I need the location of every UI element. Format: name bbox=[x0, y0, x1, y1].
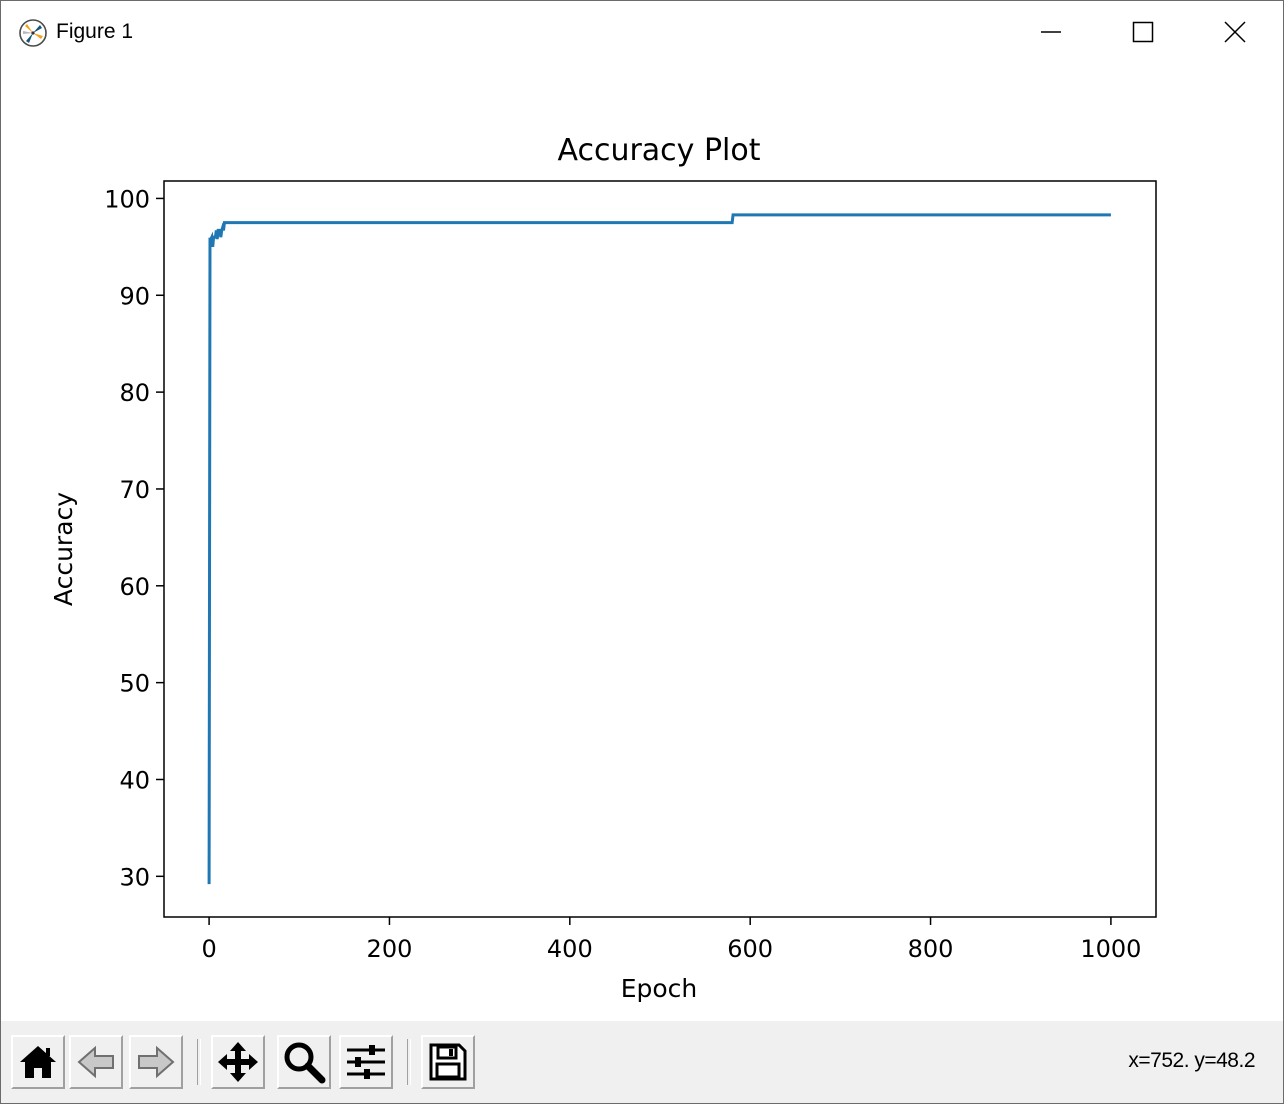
x-tick-label: 200 bbox=[367, 935, 413, 963]
magnifier-icon bbox=[284, 1042, 326, 1084]
floppy-disk-icon bbox=[429, 1043, 467, 1081]
chart-title: Accuracy Plot bbox=[557, 133, 760, 168]
maximize-icon bbox=[1132, 21, 1154, 43]
forward-arrow-icon bbox=[138, 1045, 175, 1079]
home-button[interactable] bbox=[11, 1035, 65, 1089]
move-icon bbox=[218, 1042, 258, 1082]
back-arrow-icon bbox=[77, 1045, 114, 1079]
x-tick-label: 600 bbox=[727, 935, 773, 963]
matplotlib-icon bbox=[19, 19, 47, 47]
y-tick-label: 70 bbox=[119, 476, 150, 504]
toolbar-separator bbox=[197, 1039, 201, 1085]
navigation-toolbar: x=752. y=48.2 bbox=[1, 1021, 1283, 1103]
y-tick-label: 100 bbox=[104, 185, 150, 213]
y-axis-label: Accuracy bbox=[49, 492, 78, 606]
cursor-coordinates: x=752. y=48.2 bbox=[1128, 1049, 1255, 1072]
x-tick-label: 1000 bbox=[1080, 935, 1141, 963]
maximize-button[interactable] bbox=[1097, 1, 1189, 63]
y-tick-label: 40 bbox=[119, 766, 150, 794]
y-tick-label: 50 bbox=[119, 670, 150, 698]
y-tick-label: 30 bbox=[119, 863, 150, 891]
y-tick-label: 80 bbox=[119, 379, 150, 407]
forward-button[interactable] bbox=[129, 1035, 183, 1089]
zoom-button[interactable] bbox=[277, 1035, 331, 1089]
accuracy-line bbox=[207, 213, 1111, 885]
sliders-icon bbox=[347, 1045, 385, 1079]
minimize-icon bbox=[1041, 31, 1061, 33]
x-axis: 0 200 400 600 800 1000 bbox=[201, 917, 1141, 963]
save-button[interactable] bbox=[421, 1035, 475, 1089]
minimize-button[interactable] bbox=[1005, 1, 1097, 63]
plot-area bbox=[163, 180, 1157, 918]
configure-subplots-button[interactable] bbox=[339, 1035, 393, 1089]
close-icon bbox=[1224, 21, 1246, 43]
y-tick-label: 90 bbox=[119, 282, 150, 310]
title-bar[interactable]: Figure 1 bbox=[1, 1, 1283, 65]
accuracy-chart[interactable]: Accuracy Plot 0 200 400 600 800 1000 30 40 50 60… bbox=[1, 65, 1283, 1021]
home-icon bbox=[20, 1046, 56, 1078]
window-title: Figure 1 bbox=[56, 20, 134, 43]
pan-button[interactable] bbox=[211, 1035, 265, 1089]
y-tick-label: 60 bbox=[119, 573, 150, 601]
x-tick-label: 0 bbox=[201, 935, 216, 963]
close-button[interactable] bbox=[1189, 1, 1281, 63]
y-axis: 30 40 50 60 70 80 90 100 bbox=[104, 185, 164, 891]
back-button[interactable] bbox=[69, 1035, 123, 1089]
x-tick-label: 400 bbox=[547, 935, 593, 963]
x-axis-label: Epoch bbox=[621, 974, 698, 1003]
figure-canvas[interactable]: Accuracy Plot 0 200 400 600 800 1000 30 40 50 60… bbox=[1, 65, 1283, 1021]
toolbar-separator bbox=[407, 1039, 411, 1085]
x-tick-label: 800 bbox=[908, 935, 954, 963]
